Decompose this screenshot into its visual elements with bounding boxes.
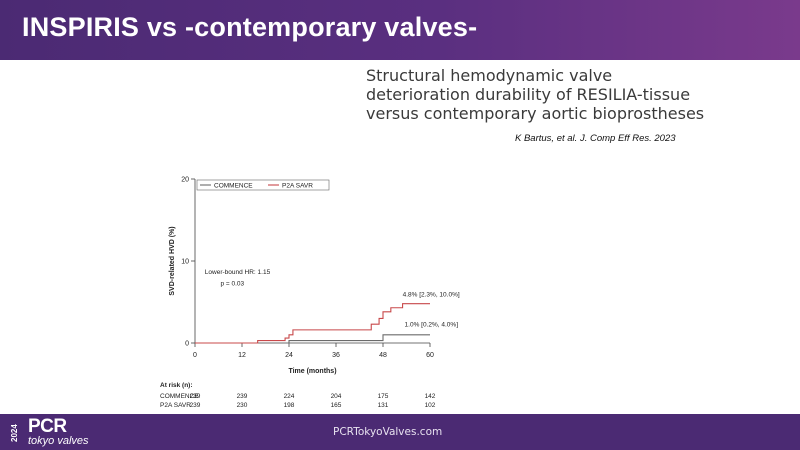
at-risk-cell: 224 [284,393,295,400]
at-risk-row-name: COMMENCE [160,393,199,400]
x-tick-label: 24 [285,352,293,359]
x-tick-label: 48 [379,352,387,359]
chart-legend: COMMENCE P2A SAVR [196,179,330,191]
chart-series [195,303,430,344]
at-risk-cell: 142 [425,393,436,400]
y-tick-label: 20 [181,177,189,184]
at-risk-cell: 165 [331,402,342,408]
chart-annotation: 4.8% [2.3%, 10.0%] [403,291,460,298]
footer-bar: 2024 PCR tokyo valves PCRTokyoValves.com [0,414,800,450]
at-risk-cell: 198 [284,402,295,408]
at-risk-cell: 102 [425,402,436,408]
chart-annotation: p = 0.03 [220,281,244,288]
pcr-tagline: tokyo valves [28,435,89,447]
at-risk-cell: 239 [190,393,201,400]
citation: K Bartus, et al. J. Comp Eff Res. 2023 [515,133,676,144]
at-risk-cell: 175 [378,393,389,400]
legend-label: P2A SAVR [282,183,313,190]
x-tick-label: 60 [426,352,434,359]
legend-box [196,179,330,191]
at-risk-cell: 230 [237,402,248,408]
chart-annotation: 1.0% [0.2%, 4.0%] [405,322,459,329]
at-risk-label: At risk (n): [160,382,193,389]
subtitle-line-1: Structural hemodynamic valve [366,66,613,85]
x-tick-label: 0 [193,352,197,359]
at-risk-row-name: P2A SAVR [160,402,191,408]
footer-url[interactable]: PCRTokyoValves.com [333,426,443,438]
slide-subtitle: Structural hemodynamic valve deteriorati… [366,66,726,123]
y-tick-label: 10 [181,259,189,266]
at-risk-cell: 131 [378,402,389,408]
at-risk-cell: 239 [190,402,201,408]
legend-label: COMMENCE [214,183,253,190]
series-line-p2a-savr [195,303,430,344]
subtitle-line-2: deterioration durability of RESILIA-tiss… [366,85,691,104]
y-tick-label: 0 [185,341,189,348]
at-risk-cell: 239 [237,393,248,400]
kaplan-meier-chart: 0 10 20 0 12 24 36 48 60 Time (months) SVD-related… [160,177,460,409]
chart-annotations: Lower-bound HR: 1.15 p = 0.03 4.8% [2.3%, … [205,269,460,328]
series-line-commence [195,334,430,344]
y-axis-title: SVD-related HVD (%) [169,226,176,295]
x-tick-label: 12 [238,352,246,359]
subtitle-line-3: versus contemporary aortic bioprostheses [366,104,705,123]
slide-title: INSPIRIS vs -contemporary valves- [22,12,478,42]
at-risk-cell: 204 [331,393,342,400]
chart-annotation: Lower-bound HR: 1.15 [205,269,271,276]
x-tick-label: 36 [332,352,340,359]
title-bar: INSPIRIS vs -contemporary valves- [0,0,800,60]
pcr-logo: PCR [28,416,67,437]
x-axis-title: Time (months) [288,368,336,375]
footer-year: 2024 [10,424,19,442]
